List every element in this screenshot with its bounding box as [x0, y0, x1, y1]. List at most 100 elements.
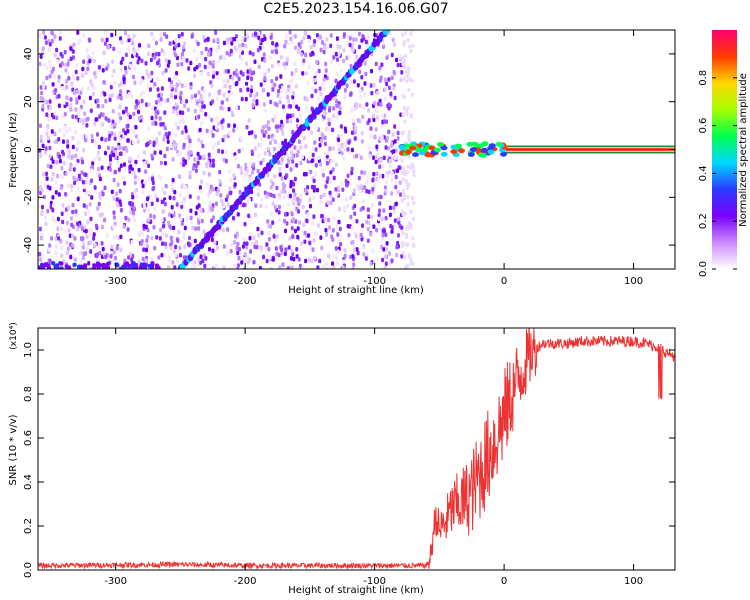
noise-speckle — [199, 208, 203, 213]
noise-speckle — [283, 44, 287, 49]
noise-speckle — [203, 263, 207, 269]
noise-speckle — [292, 256, 296, 262]
noise-speckle — [208, 189, 212, 195]
noise-speckle — [96, 153, 99, 159]
noise-speckle — [369, 261, 373, 266]
noise-speckle — [400, 32, 404, 37]
noise-speckle — [101, 122, 105, 127]
noise-speckle — [261, 87, 265, 93]
noise-speckle — [95, 252, 99, 257]
noise-speckle — [60, 174, 64, 180]
noise-speckle — [209, 207, 213, 212]
noise-speckle — [72, 262, 77, 267]
noise-speckle — [384, 254, 387, 260]
noise-speckle — [406, 170, 410, 175]
noise-speckle — [180, 61, 184, 67]
noise-speckle — [191, 264, 194, 269]
noise-speckle — [401, 231, 405, 236]
noise-speckle — [202, 35, 206, 40]
noise-speckle — [46, 135, 50, 141]
noise-speckle — [346, 203, 350, 209]
noise-speckle — [371, 249, 375, 254]
noise-speckle — [363, 170, 367, 176]
noise-speckle — [374, 159, 378, 165]
snr-frame — [37, 327, 676, 571]
noise-speckle — [402, 39, 406, 44]
noise-speckle — [385, 81, 389, 87]
noise-speckle — [165, 146, 169, 152]
noise-speckle — [42, 84, 45, 89]
noise-speckle — [188, 194, 192, 199]
noise-speckle — [159, 150, 163, 155]
noise-speckle — [271, 136, 275, 142]
noise-speckle — [260, 230, 264, 236]
noise-speckle — [168, 195, 172, 200]
noise-speckle — [314, 172, 318, 177]
noise-speckle — [167, 265, 170, 269]
noise-speckle — [163, 110, 167, 115]
noise-speckle — [381, 236, 385, 241]
noise-speckle — [197, 114, 201, 120]
noise-speckle — [401, 94, 405, 98]
noise-speckle — [217, 148, 221, 154]
noise-speckle — [315, 126, 319, 131]
noise-speckle — [187, 151, 191, 156]
noise-speckle — [326, 176, 330, 181]
noise-speckle — [365, 189, 369, 194]
noise-speckle — [147, 43, 151, 49]
noise-speckle — [144, 61, 148, 66]
noise-speckle — [89, 249, 93, 254]
noise-speckle — [317, 97, 320, 102]
noise-speckle — [199, 254, 203, 259]
noise-speckle — [103, 218, 106, 223]
noise-speckle — [349, 108, 353, 113]
noise-speckle — [108, 133, 112, 139]
noise-speckle — [47, 117, 51, 123]
noise-speckle — [384, 261, 388, 266]
noise-speckle — [273, 114, 277, 120]
noise-speckle — [144, 169, 148, 174]
noise-speckle — [334, 246, 338, 251]
noise-speckle — [169, 143, 173, 149]
noise-speckle — [45, 112, 49, 117]
noise-speckle — [327, 254, 331, 259]
noise-speckle — [369, 126, 373, 131]
noise-speckle — [210, 117, 214, 123]
noise-speckle — [273, 82, 277, 88]
noise-speckle — [412, 244, 416, 248]
noise-speckle — [196, 151, 200, 157]
noise-speckle — [285, 154, 289, 159]
noise-speckle — [396, 240, 400, 246]
noise-speckle — [200, 218, 204, 224]
noise-speckle — [217, 121, 221, 126]
noise-speckle — [48, 154, 52, 159]
noise-speckle — [404, 232, 408, 237]
noise-speckle — [302, 222, 306, 228]
noise-speckle — [325, 261, 328, 267]
noise-speckle — [136, 154, 140, 159]
noise-speckle — [352, 262, 356, 267]
noise-speckle — [155, 235, 159, 240]
noise-speckle — [269, 211, 273, 216]
noise-speckle — [341, 265, 345, 269]
noise-speckle — [384, 216, 388, 221]
noise-speckle — [60, 61, 64, 66]
noise-speckle — [226, 227, 230, 232]
noise-speckle — [405, 179, 408, 184]
noise-speckle — [102, 50, 106, 56]
noise-speckle — [403, 65, 407, 70]
noise-speckle — [179, 90, 183, 96]
noise-speckle — [183, 83, 187, 88]
noise-speckle — [235, 80, 239, 86]
noise-speckle — [177, 34, 181, 39]
noise-speckle — [362, 105, 366, 111]
noise-speckle — [307, 38, 311, 44]
noise-speckle — [232, 173, 236, 178]
noise-speckle — [348, 36, 352, 41]
noise-speckle — [104, 254, 108, 260]
noise-speckle — [286, 114, 290, 120]
noise-speckle — [235, 231, 239, 236]
noise-speckle — [111, 119, 115, 124]
noise-speckle — [350, 166, 354, 172]
noise-speckle — [130, 265, 135, 269]
